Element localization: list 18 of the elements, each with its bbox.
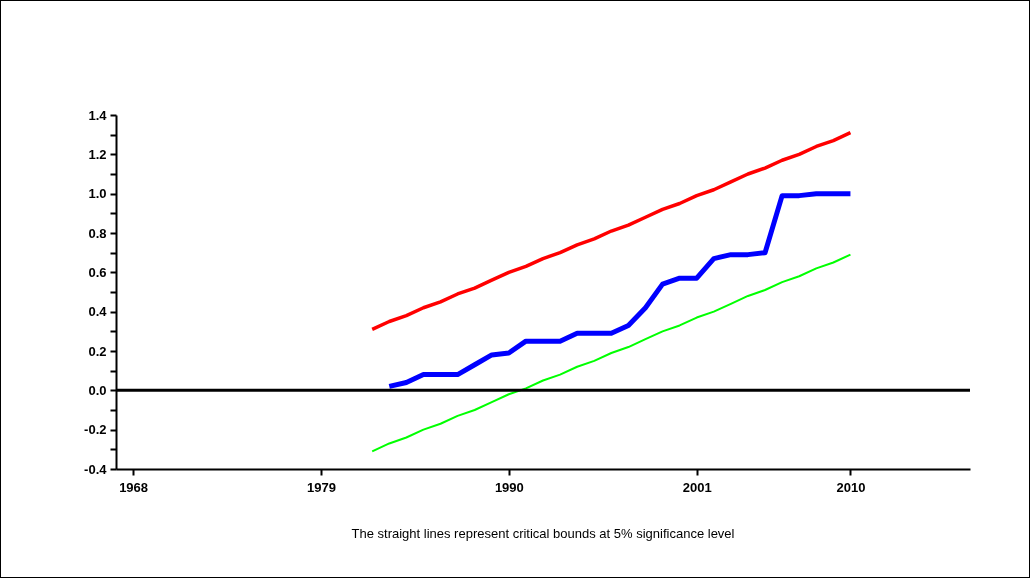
y-tick-label: 0.4 [88,304,108,320]
x-tick-label: 1990 [494,479,524,495]
y-tick-label: -0.4 [84,461,108,477]
line-series [370,130,853,332]
y-tick-label: 1.0 [88,186,107,202]
x-tick-label: 1979 [307,479,336,495]
y-tick-label: 0.2 [88,343,107,359]
y-tick-label: -0.2 [84,422,107,438]
x-tick-label: 2010 [836,479,866,495]
y-tick-label: 1.4 [88,107,108,123]
y-tick-label: 1.2 [88,146,107,162]
text: The straight lines represent critical bounds at 5% significance level [351,526,735,541]
x-tick-label: 2001 [682,479,712,495]
y-tick-label: 0.6 [88,264,107,280]
line-series [371,253,852,453]
y-tick-label: 0.8 [88,225,107,241]
y-tick-label: 0.0 [88,382,107,398]
x-tick-label: 1968 [119,479,149,495]
